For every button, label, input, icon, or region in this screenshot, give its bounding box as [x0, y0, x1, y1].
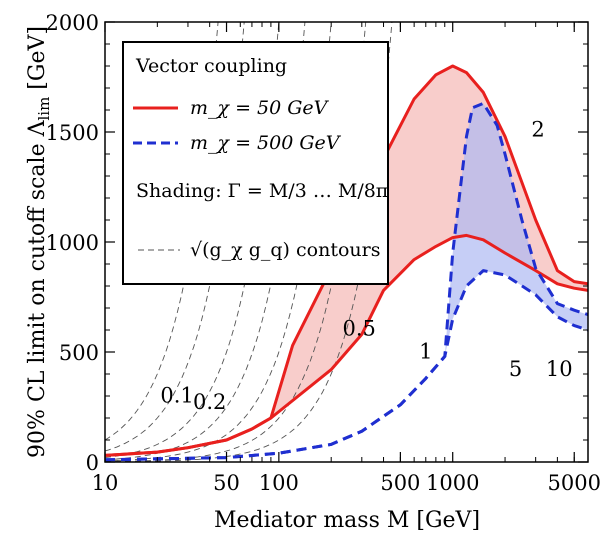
x-tick-label-2: 100 [259, 471, 299, 495]
x-tick-label-1: 50 [213, 471, 240, 495]
y-tick-label-0: 0 [86, 451, 99, 475]
legend-label-m500: m_χ = 500 GeV [190, 132, 342, 154]
series-lines [105, 64, 588, 462]
contour-label-0: 0.1 [160, 384, 193, 408]
x-axis-title: Mediator mass M [GeV] [214, 508, 480, 533]
y-tick-label-1: 500 [59, 341, 99, 365]
legend-label-m50: m_χ = 50 GeV [190, 97, 330, 119]
contour-line-5 [105, 22, 367, 462]
series-0-lower-line [105, 233, 588, 457]
legend-box [122, 41, 389, 285]
legend-title: Vector coupling [135, 55, 287, 77]
y-axis-title: 90% CL limit on cutoff scale Λlim [GeV] [25, 26, 53, 458]
x-tick-label-3: 500 [380, 471, 420, 495]
y-tick-label-2: 1000 [46, 231, 99, 255]
legend-label-contours: √(g_χ g_q) contours [190, 239, 380, 261]
band-fill-1 [105, 103, 588, 460]
contour-line-3 [105, 22, 306, 461]
contour-line-0 [105, 22, 219, 441]
legend-shading-label: Shading: Γ = M/3 … M/8π [136, 180, 388, 202]
contour-line-4 [105, 22, 332, 462]
contour-label-5: 5 [509, 357, 522, 381]
series-1-lower-line [105, 269, 588, 462]
contour-label-2: 0.5 [342, 317, 375, 341]
y-tick-label-4: 2000 [46, 11, 99, 35]
y-tick-label-3: 1500 [46, 121, 99, 145]
x-tick-label-0: 10 [92, 471, 119, 495]
contour-label-6: 10 [546, 357, 573, 381]
x-tick-label-5: 5000 [548, 471, 601, 495]
contour-label-4: 2 [531, 117, 544, 141]
x-tick-label-4: 1000 [426, 471, 479, 495]
legend: Vector coupling m_χ = 50 GeV m_χ = 500 G… [122, 41, 389, 285]
contour-label-1: 0.2 [193, 390, 226, 414]
contour-label-3: 1 [419, 340, 432, 364]
contour-labels: 0.1 0.2 0.5 1 2 5 10 [160, 117, 572, 414]
